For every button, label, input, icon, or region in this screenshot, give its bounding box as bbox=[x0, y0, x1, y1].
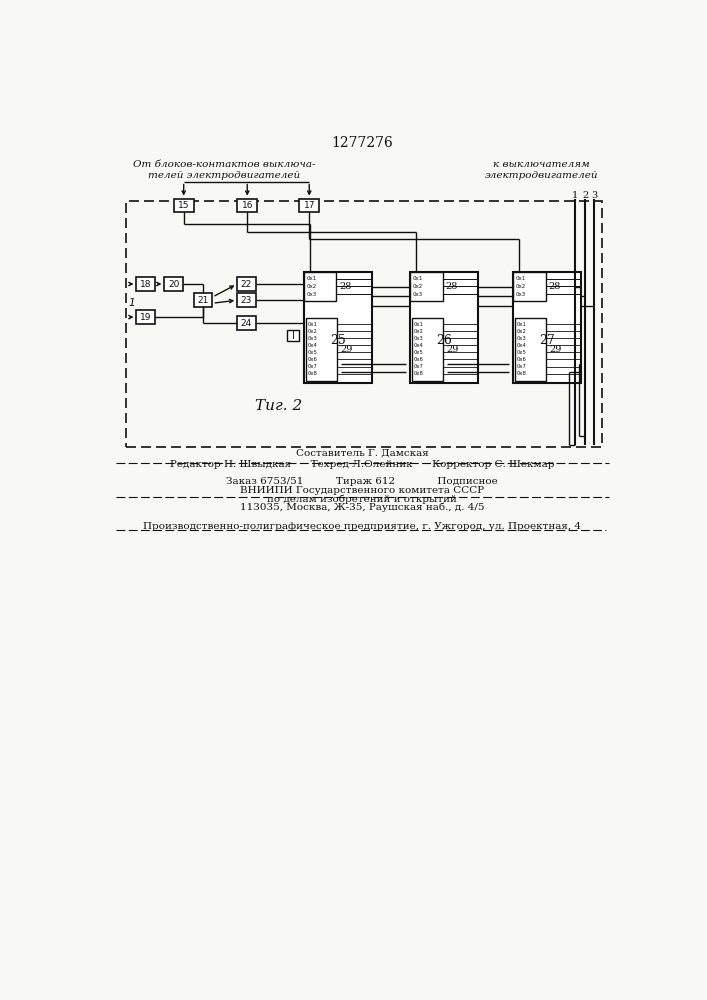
Text: 29: 29 bbox=[549, 345, 562, 354]
Text: 15: 15 bbox=[178, 201, 189, 210]
Text: 28: 28 bbox=[549, 282, 561, 291]
Text: 16: 16 bbox=[242, 201, 253, 210]
Text: I: I bbox=[291, 331, 294, 341]
Text: к выключателям
электродвигателей: к выключателям электродвигателей bbox=[485, 160, 599, 180]
Text: 0x4: 0x4 bbox=[414, 343, 423, 348]
Bar bbox=[515, 318, 547, 381]
Bar bbox=[126, 201, 602, 447]
Bar bbox=[194, 293, 212, 307]
Bar bbox=[513, 272, 546, 301]
Text: 0x6: 0x6 bbox=[308, 357, 317, 362]
Text: 0x8: 0x8 bbox=[414, 371, 423, 376]
Text: 0x4: 0x4 bbox=[308, 343, 317, 348]
Text: 0x2: 0x2 bbox=[412, 284, 423, 289]
Bar bbox=[237, 316, 256, 330]
Text: 26: 26 bbox=[436, 334, 452, 347]
Text: 1: 1 bbox=[572, 191, 578, 200]
Text: 0x1: 0x1 bbox=[308, 322, 317, 327]
Bar bbox=[237, 277, 256, 291]
Text: 0x3: 0x3 bbox=[308, 336, 317, 341]
Text: 0x2: 0x2 bbox=[414, 329, 423, 334]
Text: ВНИИПИ Государственного комитета СССР: ВНИИПИ Государственного комитета СССР bbox=[240, 486, 484, 495]
Text: 0x5: 0x5 bbox=[414, 350, 423, 355]
Text: 0x3: 0x3 bbox=[412, 292, 423, 297]
Text: 0x6: 0x6 bbox=[414, 357, 423, 362]
Text: 0x3: 0x3 bbox=[414, 336, 423, 341]
Text: 28: 28 bbox=[445, 282, 458, 291]
Text: 19: 19 bbox=[140, 313, 151, 322]
Bar bbox=[410, 272, 478, 383]
Text: 1277276: 1277276 bbox=[331, 136, 393, 150]
Text: 3: 3 bbox=[591, 191, 597, 200]
Bar bbox=[237, 293, 256, 307]
Bar bbox=[136, 277, 155, 291]
Text: 0x8: 0x8 bbox=[517, 371, 527, 376]
Text: 18: 18 bbox=[140, 280, 151, 289]
Text: по делам изобретений и открытий: по делам изобретений и открытий bbox=[267, 494, 457, 504]
Text: 0x1: 0x1 bbox=[517, 322, 527, 327]
Text: 0x2: 0x2 bbox=[517, 329, 527, 334]
Text: 0x5: 0x5 bbox=[308, 350, 317, 355]
Text: 23: 23 bbox=[241, 296, 252, 305]
Text: 0x7: 0x7 bbox=[517, 364, 527, 369]
Text: 0x4: 0x4 bbox=[517, 343, 527, 348]
Text: 0x2: 0x2 bbox=[308, 329, 317, 334]
Text: Составитель Г. Дамская: Составитель Г. Дамская bbox=[296, 449, 428, 458]
Text: 17: 17 bbox=[303, 201, 315, 210]
Bar bbox=[164, 277, 183, 291]
Text: 27: 27 bbox=[539, 334, 555, 347]
Text: 28: 28 bbox=[339, 282, 352, 291]
Text: 1: 1 bbox=[129, 298, 135, 308]
Text: 0x7: 0x7 bbox=[308, 364, 317, 369]
Text: 29: 29 bbox=[340, 345, 353, 354]
Text: 0x3: 0x3 bbox=[306, 292, 317, 297]
Text: 22: 22 bbox=[241, 280, 252, 289]
Bar bbox=[237, 199, 257, 212]
Text: 0x1: 0x1 bbox=[412, 276, 423, 281]
Text: Производственно-полиграфическое предприятие, г. Ужгород, ул. Проектная, 4: Производственно-полиграфическое предприя… bbox=[143, 522, 581, 531]
Bar bbox=[304, 272, 337, 301]
Text: Заказ 6753/51          Тираж 612             Подписное: Заказ 6753/51 Тираж 612 Подписное bbox=[226, 477, 498, 486]
Text: 0x3: 0x3 bbox=[517, 336, 527, 341]
Text: Τиг. 2: Τиг. 2 bbox=[255, 399, 302, 413]
Text: 0x2: 0x2 bbox=[515, 284, 525, 289]
Bar bbox=[410, 272, 443, 301]
Text: 0x1: 0x1 bbox=[515, 276, 525, 281]
Bar bbox=[299, 199, 320, 212]
Text: 0x5: 0x5 bbox=[517, 350, 527, 355]
Text: 113035, Москва, Ж-35, Раушская наб., д. 4/5: 113035, Москва, Ж-35, Раушская наб., д. … bbox=[240, 503, 484, 512]
Text: 0x8: 0x8 bbox=[308, 371, 317, 376]
Text: 21: 21 bbox=[197, 296, 209, 305]
Text: 0x1: 0x1 bbox=[414, 322, 423, 327]
Text: От блоков-контактов выключа-
телей электродвигателей: От блоков-контактов выключа- телей элект… bbox=[133, 160, 315, 180]
Text: 29: 29 bbox=[446, 345, 459, 354]
Text: 0x2: 0x2 bbox=[306, 284, 317, 289]
Bar bbox=[174, 199, 194, 212]
Bar bbox=[513, 272, 581, 383]
Bar bbox=[136, 310, 155, 324]
Text: 0x1: 0x1 bbox=[306, 276, 317, 281]
Text: Редактор Н. Швыдкая      Техред Л.Олейник      Корректор С. Шекмар: Редактор Н. Швыдкая Техред Л.Олейник Кор… bbox=[170, 460, 554, 469]
Bar bbox=[306, 318, 337, 381]
Text: 0x7: 0x7 bbox=[414, 364, 423, 369]
Text: 0x6: 0x6 bbox=[517, 357, 527, 362]
Text: 25: 25 bbox=[330, 334, 346, 347]
Bar bbox=[412, 318, 443, 381]
Text: 20: 20 bbox=[168, 280, 180, 289]
Text: 0x3: 0x3 bbox=[515, 292, 525, 297]
Text: 2: 2 bbox=[582, 191, 588, 200]
Bar bbox=[304, 272, 372, 383]
Text: 24: 24 bbox=[241, 319, 252, 328]
Bar bbox=[287, 330, 299, 341]
